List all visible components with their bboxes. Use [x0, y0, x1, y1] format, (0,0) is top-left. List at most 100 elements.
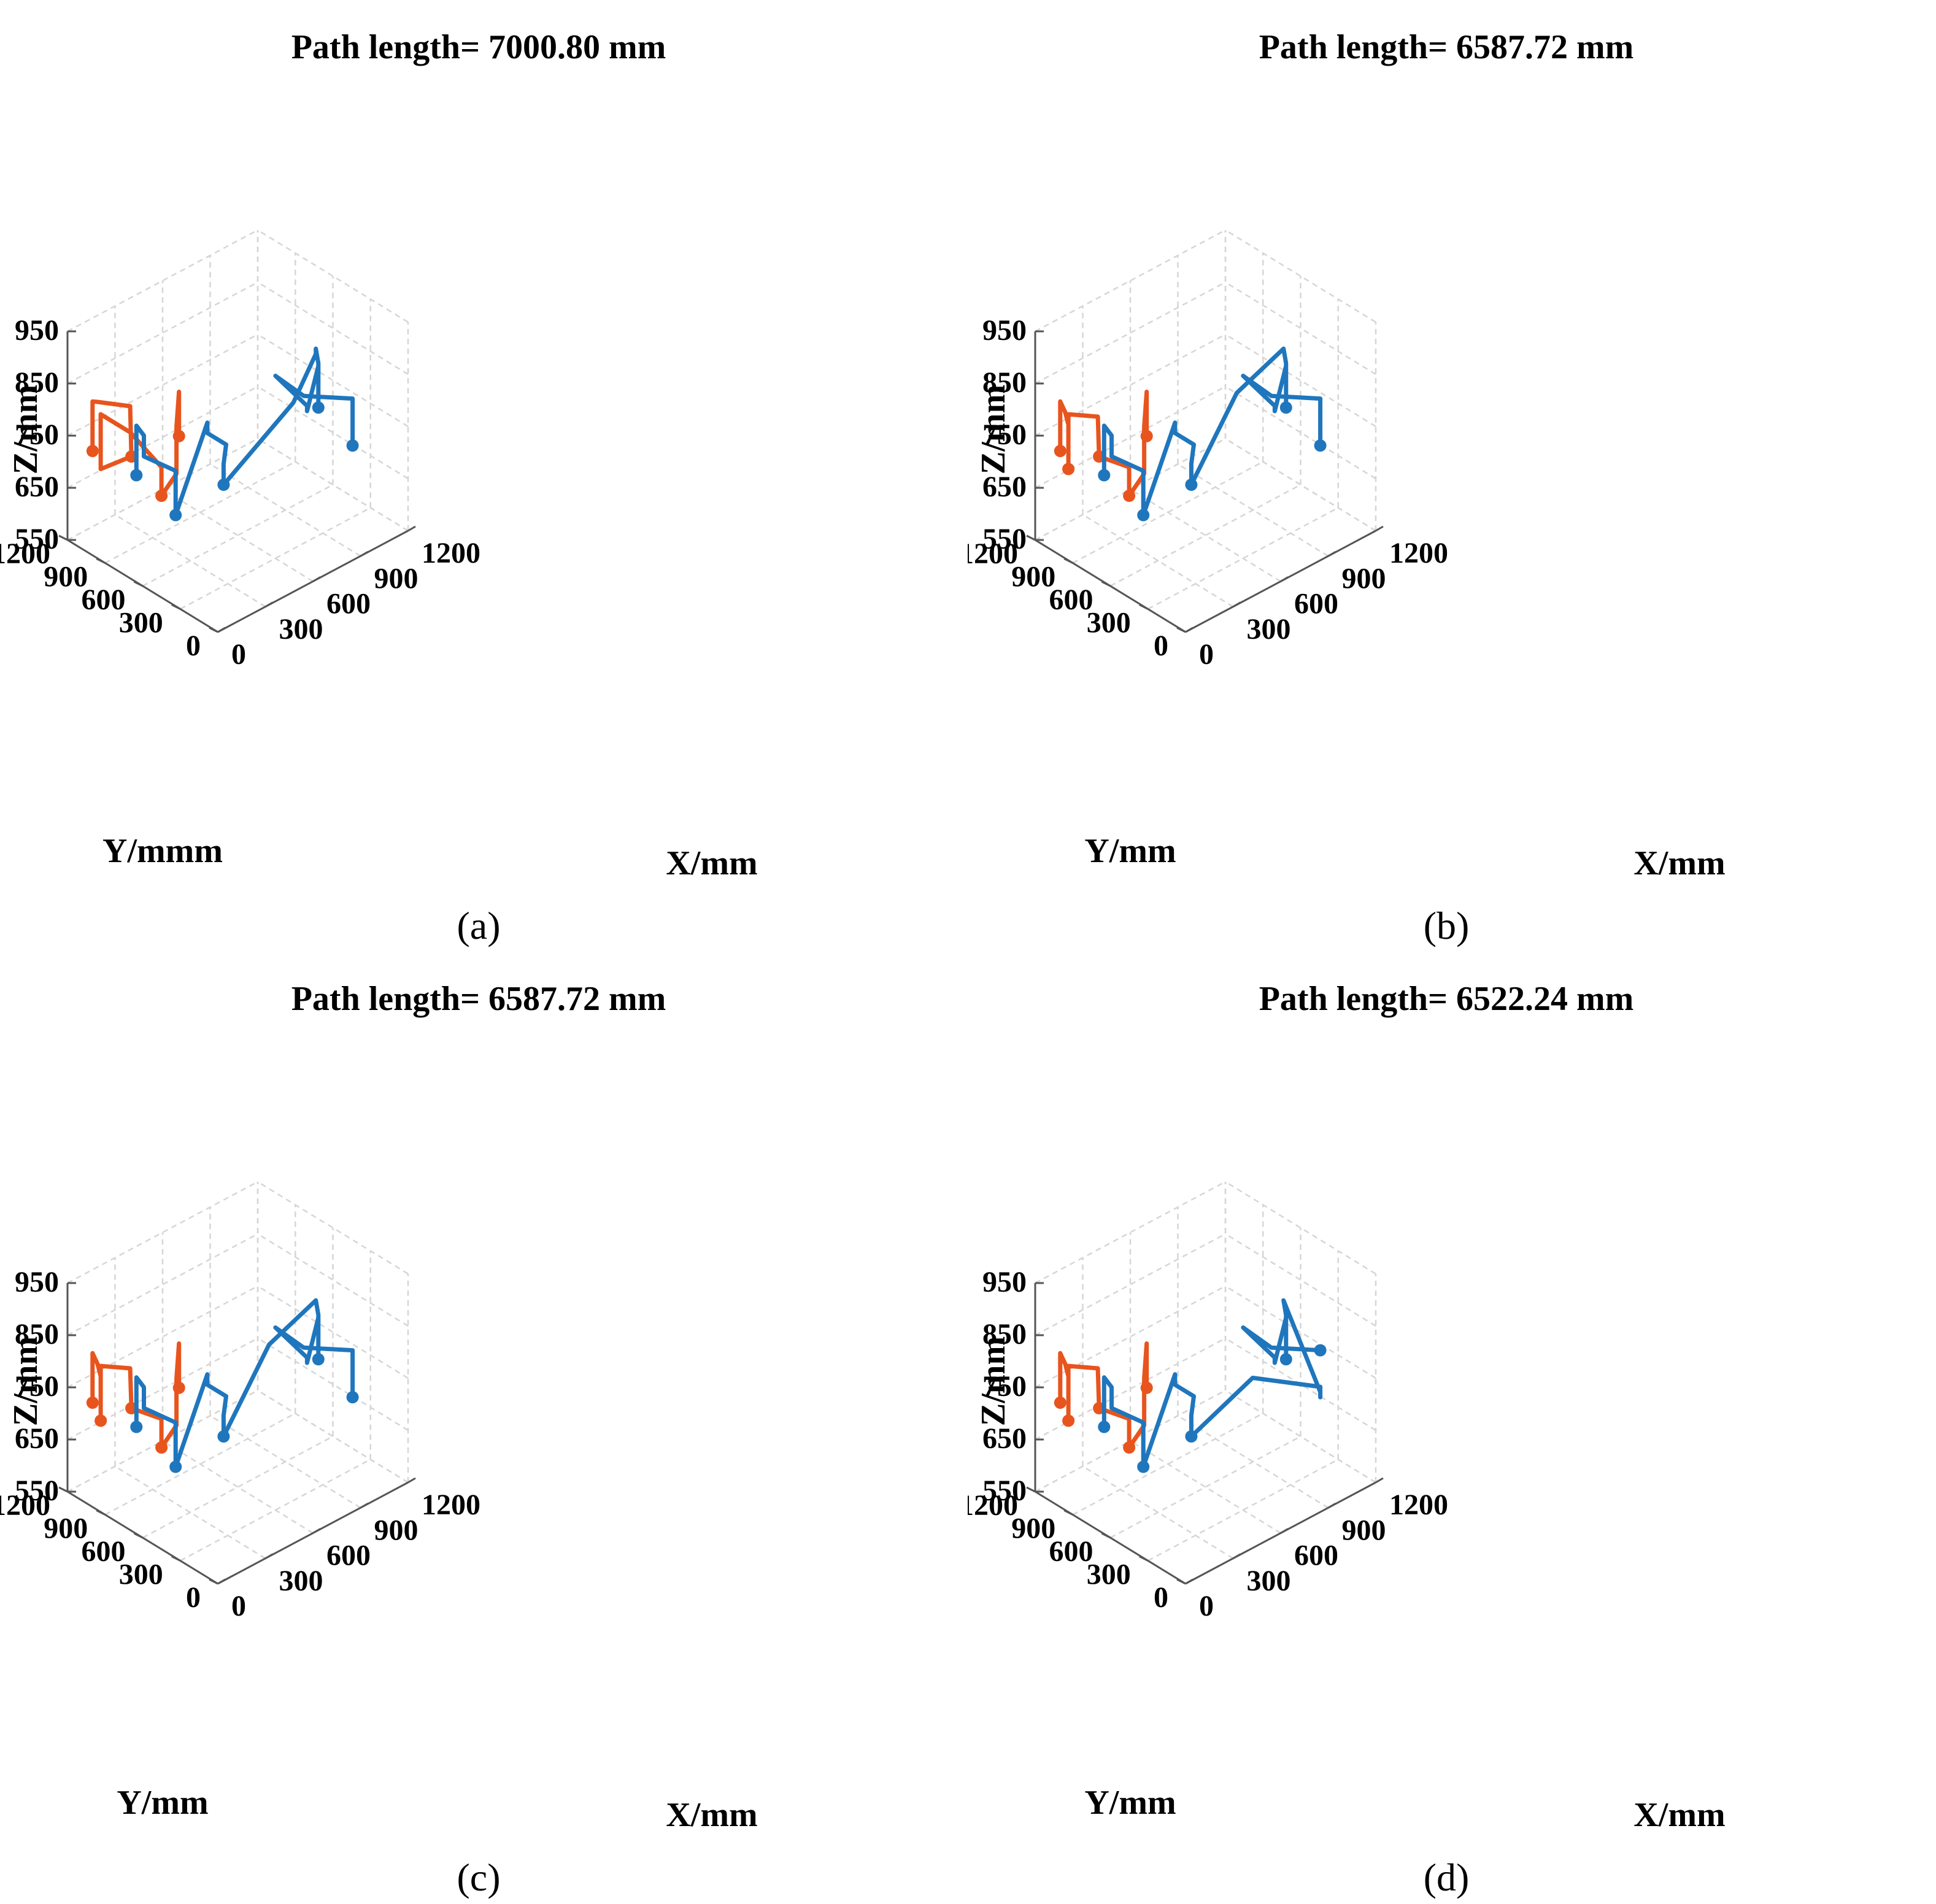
- series-marker: [1123, 490, 1136, 502]
- series-marker: [217, 479, 230, 491]
- series-marker: [94, 1414, 107, 1427]
- grid-line: [1035, 385, 1226, 489]
- series-marker: [1314, 439, 1327, 452]
- y-tick-label: 1200: [0, 538, 50, 570]
- z-tick-label: 950: [982, 1266, 1027, 1298]
- grid-line: [180, 507, 371, 610]
- z-tick-label: 650: [15, 1422, 59, 1455]
- series-line-arm-2: [1101, 346, 1323, 517]
- x-tick: [1185, 626, 1194, 633]
- axes: [1026, 330, 1384, 633]
- y-tick-label: 1200: [968, 1489, 1018, 1522]
- x-tick-label: 600: [326, 588, 371, 620]
- tick-labels: 5506507508509500300600900120003006009001…: [0, 314, 480, 671]
- y-tick: [1139, 604, 1149, 610]
- chart-svg: 5506507508509500300600900120003006009001…: [0, 980, 758, 1899]
- grid-line: [67, 1233, 258, 1336]
- series-marker: [155, 1441, 168, 1454]
- chart-svg: 5506507508509500300600900120003006009001…: [0, 28, 758, 947]
- z-tick-label: 850: [982, 366, 1027, 399]
- series-marker: [1054, 445, 1066, 457]
- z-tick-label: 950: [15, 1266, 59, 1298]
- x-tick-label: 1200: [1389, 537, 1448, 569]
- series-marker: [172, 430, 185, 442]
- grid-line: [1109, 484, 1302, 587]
- grid-line: [180, 1459, 371, 1562]
- y-tick: [1101, 1532, 1111, 1539]
- series-marker: [1054, 1397, 1066, 1409]
- x-tick: [264, 601, 274, 608]
- x-axis-label: X/mm: [666, 844, 757, 882]
- grid-line: [142, 1435, 334, 1539]
- grid-line: [1147, 1459, 1339, 1562]
- y-tick: [58, 534, 68, 541]
- x-tick: [1375, 1477, 1384, 1484]
- x-tick-label: 0: [231, 638, 246, 671]
- series-marker: [1137, 1460, 1150, 1473]
- z-axis-label: Z/mm: [974, 1336, 1012, 1426]
- y-tick-label: 900: [44, 561, 88, 593]
- series-line-arm-2: [134, 1298, 355, 1469]
- x-tick: [217, 626, 226, 633]
- series-marker: [1062, 463, 1075, 476]
- x-tick: [1327, 550, 1336, 557]
- grid-line: [1035, 1337, 1226, 1441]
- grid-line: [1035, 281, 1226, 385]
- x-axis-label: X/mm: [1633, 844, 1725, 882]
- x-tick-label: 900: [374, 562, 418, 595]
- x-tick-label: 300: [1247, 613, 1291, 646]
- tick-labels: 5506507508509500300600900120003006009001…: [0, 1266, 480, 1622]
- series-marker: [312, 401, 325, 414]
- x-tick-label: 1200: [1389, 1489, 1448, 1521]
- grid-line: [1035, 1285, 1226, 1389]
- grid-line: [1035, 1233, 1226, 1336]
- grid-line: [162, 488, 314, 582]
- chart-panel-d: 5506507508509500300600900120003006009001…: [968, 952, 1935, 1903]
- y-axis-label: Y/mm: [1084, 832, 1176, 870]
- y-tick: [133, 1532, 144, 1539]
- y-tick: [96, 558, 106, 564]
- panel-caption: (d): [1424, 1856, 1470, 1899]
- z-tick-label: 550: [15, 523, 59, 555]
- y-tick-label: 900: [44, 1513, 88, 1545]
- series-marker: [86, 445, 99, 457]
- z-axis-label: Z/mm: [7, 1336, 45, 1426]
- x-tick-label: 900: [1342, 562, 1386, 595]
- z-axis-label: Z/mm: [7, 385, 45, 474]
- z-tick-label: 650: [982, 471, 1027, 503]
- z-tick-label: 750: [982, 1370, 1027, 1403]
- series-line-arm-1: [90, 390, 182, 498]
- x-tick: [312, 576, 321, 582]
- y-tick-label: 600: [82, 1535, 126, 1568]
- series-marker: [1185, 479, 1198, 491]
- x-tick-label: 900: [374, 1514, 418, 1546]
- chart-title: Path length= 7000.80 mm: [291, 28, 666, 66]
- series-marker: [1314, 1344, 1327, 1357]
- x-tick: [407, 525, 416, 532]
- series-marker: [86, 1397, 99, 1409]
- y-tick-label: 300: [119, 607, 163, 639]
- x-tick: [217, 1578, 226, 1585]
- x-tick: [407, 1477, 416, 1484]
- y-tick-label: 300: [1087, 607, 1131, 639]
- z-axis-label: Z/mm: [974, 385, 1012, 474]
- x-tick-label: 600: [326, 1540, 371, 1572]
- x-tick: [360, 550, 369, 557]
- y-axis-label: Y/mm: [1084, 1784, 1176, 1822]
- y-tick-label: 0: [1154, 1581, 1168, 1614]
- x-tick-label: 300: [279, 1565, 323, 1597]
- y-tick: [1101, 580, 1111, 587]
- y-tick: [171, 604, 181, 610]
- z-tick-label: 650: [15, 471, 59, 503]
- series-marker: [1098, 469, 1111, 482]
- series-marker: [346, 1391, 359, 1404]
- chart-title: Path length= 6587.72 mm: [291, 980, 666, 1018]
- series-marker: [1279, 1353, 1292, 1366]
- y-tick-label: 1200: [0, 1489, 50, 1522]
- grid-line: [67, 385, 258, 489]
- grid-line: [1109, 1435, 1302, 1539]
- series: [1054, 1298, 1327, 1473]
- series-marker: [155, 490, 168, 502]
- z-tick-label: 650: [982, 1422, 1027, 1455]
- series: [1054, 346, 1327, 522]
